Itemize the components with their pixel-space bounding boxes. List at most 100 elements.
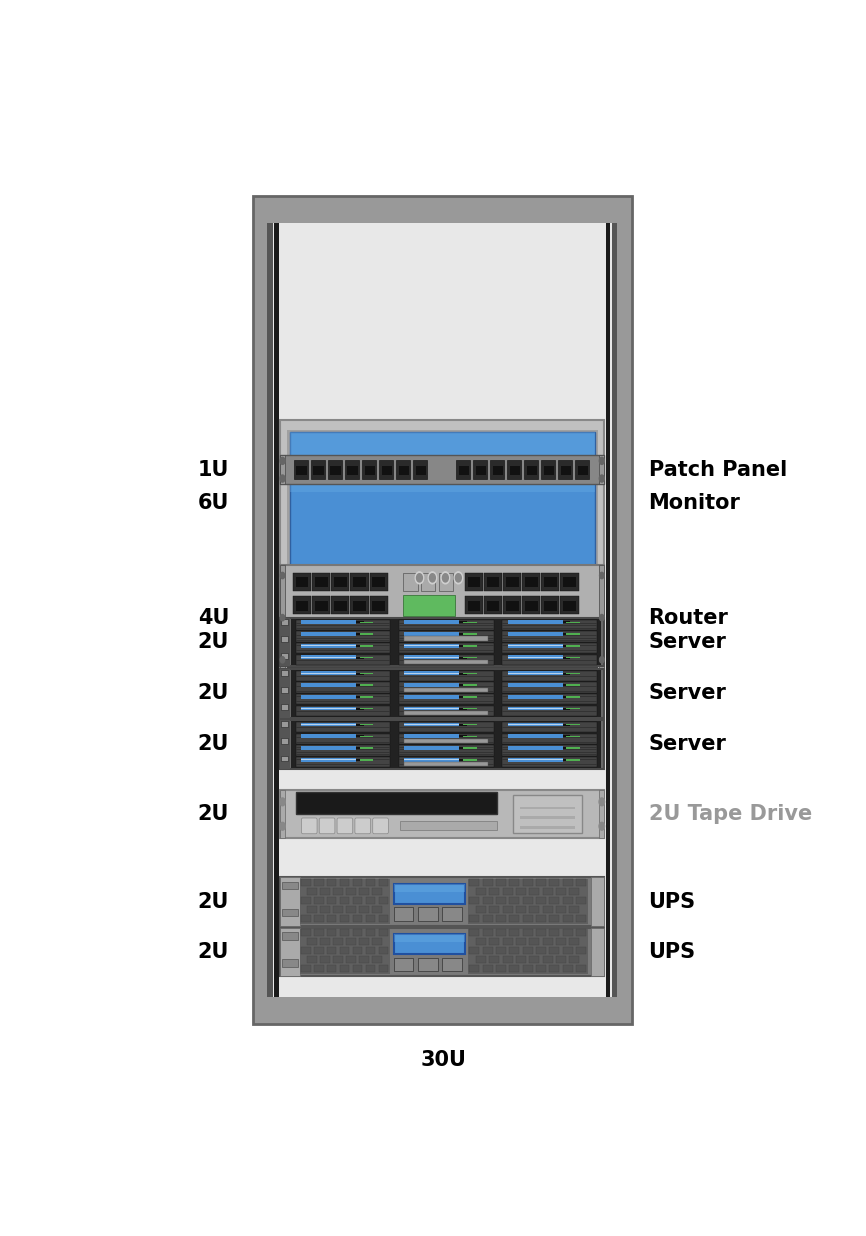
Circle shape (281, 572, 285, 578)
Bar (356, 645, 364, 646)
Bar (393, 884, 465, 904)
Bar (372, 644, 376, 648)
Bar (360, 645, 373, 646)
FancyBboxPatch shape (337, 818, 352, 834)
Bar (502, 655, 597, 665)
Bar (388, 653, 392, 656)
Bar (404, 637, 488, 640)
Circle shape (599, 798, 604, 806)
Bar (292, 670, 601, 717)
Bar (525, 601, 538, 611)
Bar (315, 601, 327, 611)
FancyBboxPatch shape (378, 929, 388, 936)
Bar (462, 644, 466, 648)
Bar (429, 627, 433, 630)
Bar (280, 565, 604, 670)
FancyBboxPatch shape (346, 938, 356, 946)
FancyBboxPatch shape (529, 938, 540, 946)
Bar (355, 627, 359, 630)
FancyBboxPatch shape (339, 965, 350, 971)
Bar (404, 660, 488, 664)
Bar (364, 653, 367, 656)
Bar (527, 466, 537, 476)
Bar (397, 635, 400, 639)
Bar (470, 635, 474, 639)
Bar (298, 653, 302, 656)
Bar (412, 627, 417, 630)
Bar (301, 632, 356, 635)
FancyBboxPatch shape (556, 957, 566, 963)
FancyBboxPatch shape (482, 929, 493, 936)
Bar (295, 632, 391, 641)
Bar (506, 577, 519, 587)
Bar (404, 660, 409, 664)
Bar (290, 431, 594, 492)
FancyBboxPatch shape (346, 957, 356, 963)
FancyBboxPatch shape (301, 818, 317, 834)
FancyBboxPatch shape (339, 915, 350, 922)
Bar (421, 627, 424, 630)
Bar (563, 724, 571, 726)
FancyBboxPatch shape (549, 897, 559, 904)
Bar (281, 722, 288, 727)
FancyBboxPatch shape (482, 915, 493, 922)
FancyBboxPatch shape (529, 906, 540, 912)
Bar (364, 660, 367, 664)
Bar (287, 618, 598, 669)
Circle shape (599, 656, 604, 662)
Bar (404, 655, 460, 659)
Bar (295, 682, 391, 692)
Bar (502, 682, 597, 692)
Bar (312, 572, 330, 591)
Bar (577, 660, 580, 664)
Bar (591, 878, 604, 926)
Bar (535, 653, 540, 656)
Bar (380, 627, 384, 630)
Bar (295, 733, 391, 744)
FancyBboxPatch shape (569, 887, 579, 895)
FancyBboxPatch shape (496, 915, 506, 922)
Bar (280, 618, 290, 666)
Text: UPS: UPS (649, 942, 695, 962)
Bar (502, 671, 597, 681)
Bar (360, 724, 373, 726)
Bar (463, 724, 476, 726)
Circle shape (599, 475, 604, 482)
Bar (503, 660, 507, 664)
Bar (566, 672, 579, 675)
FancyBboxPatch shape (307, 938, 317, 946)
Bar (388, 660, 392, 664)
Bar (445, 627, 449, 630)
Bar (552, 644, 556, 648)
FancyBboxPatch shape (352, 947, 362, 954)
Bar (460, 708, 467, 709)
Text: 2U: 2U (197, 632, 229, 653)
Bar (393, 884, 465, 891)
FancyBboxPatch shape (576, 947, 586, 954)
FancyBboxPatch shape (328, 460, 342, 480)
Circle shape (280, 798, 285, 806)
Bar (356, 672, 364, 675)
Bar (502, 619, 597, 630)
FancyBboxPatch shape (516, 906, 526, 912)
Bar (507, 632, 563, 635)
FancyBboxPatch shape (345, 460, 359, 480)
Bar (544, 644, 547, 648)
Bar (566, 759, 579, 760)
Bar (577, 644, 580, 648)
Bar (314, 660, 318, 664)
FancyBboxPatch shape (509, 965, 520, 971)
Bar (577, 635, 580, 639)
Bar (280, 570, 604, 587)
Bar (404, 739, 488, 743)
Bar (507, 644, 563, 648)
FancyBboxPatch shape (523, 915, 533, 922)
Bar (398, 643, 494, 654)
FancyBboxPatch shape (365, 929, 375, 936)
FancyBboxPatch shape (523, 965, 533, 971)
FancyBboxPatch shape (469, 879, 480, 886)
Circle shape (280, 475, 285, 482)
Bar (331, 635, 334, 639)
Bar (404, 711, 488, 716)
Bar (563, 747, 571, 749)
